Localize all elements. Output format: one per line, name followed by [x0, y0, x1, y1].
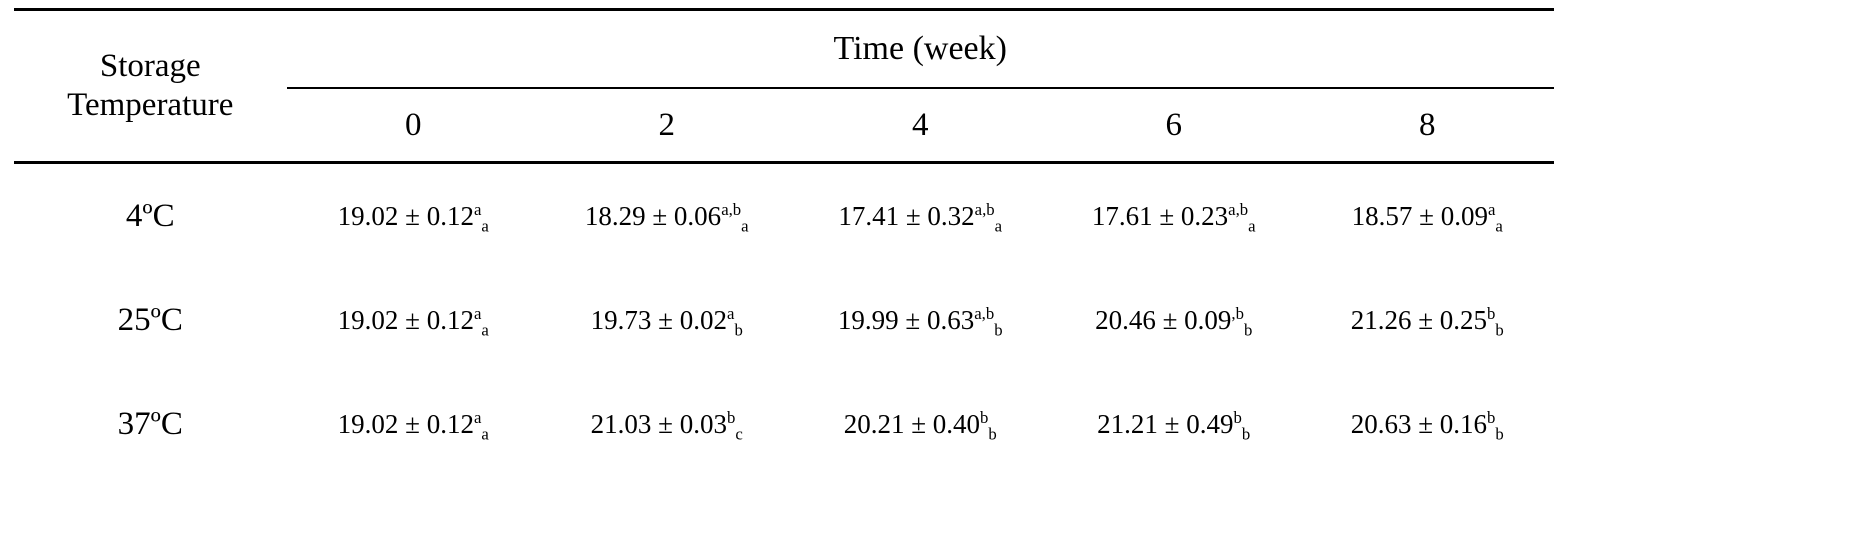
cell-value: 17.61 ± 0.23 [1091, 200, 1229, 231]
table-cell: 19.02 ± 0.12aa [287, 372, 540, 476]
cell-subscript: b [1495, 423, 1504, 443]
table-cell: 19.73 ± 0.02ab [540, 268, 793, 372]
cell-superscript: a [473, 199, 482, 219]
time-column-header-6: 6 [1046, 88, 1301, 164]
table-cell: 19.99 ± 0.63a,bb [793, 268, 1046, 372]
cell-superscript: a,b [974, 303, 995, 323]
cell-value: 19.02 ± 0.12 [337, 408, 474, 439]
cell-value: 19.02 ± 0.12 [337, 304, 474, 335]
cell-superscript: ,b [1231, 303, 1244, 323]
cell-value: 21.21 ± 0.49 [1097, 408, 1234, 439]
table-cell: 20.21 ± 0.40bb [793, 372, 1046, 476]
table-cell: 17.41 ± 0.32a,ba [793, 163, 1046, 269]
cell-value: 21.26 ± 0.25 [1350, 304, 1488, 335]
cell-superscript: b [727, 407, 736, 427]
table-cell: 17.61 ± 0.23a,ba [1047, 163, 1300, 269]
cell-subscript: a [481, 423, 489, 443]
table-cell: 21.26 ± 0.25bb [1300, 268, 1554, 372]
cell-subscript: a [741, 215, 749, 235]
corner-header: Storage Temperature [14, 9, 287, 164]
cell-superscript: a,b [721, 199, 742, 219]
cell-superscript: b [980, 407, 989, 427]
cell-subscript: b [734, 319, 743, 339]
time-column-header-4: 4 [793, 88, 1047, 164]
table-cell: 19.02 ± 0.12aa [287, 268, 540, 372]
table-row-25c: 25ºC 19.02 ± 0.12aa 19.73 ± 0.02ab 19.99… [14, 268, 1554, 372]
corner-header-line1: Storage [99, 48, 201, 85]
storage-stability-table: Storage Temperature Time (week) 0 2 4 6 … [14, 8, 1554, 476]
table-cell: 18.29 ± 0.06a,ba [540, 163, 793, 269]
temperature-label: 37ºC [117, 405, 183, 442]
cell-superscript: a [473, 303, 482, 323]
cell-superscript: b [1487, 303, 1496, 323]
cell-subscript: a [481, 319, 489, 339]
table-cell: 20.63 ± 0.16bb [1300, 372, 1554, 476]
cell-subscript: b [1243, 319, 1253, 339]
table-cell: 19.02 ± 0.12aa [287, 163, 540, 269]
cell-superscript: a,b [974, 199, 995, 219]
cell-subscript: b [1241, 423, 1251, 443]
table-row-37c: 37ºC 19.02 ± 0.12aa 21.03 ± 0.03bc 20.21… [14, 372, 1554, 476]
table-header: Storage Temperature Time (week) 0 2 4 6 … [14, 9, 1554, 164]
time-column-header-0: 0 [286, 88, 540, 164]
temperature-label: 25ºC [117, 301, 183, 338]
cell-subscript: a [481, 215, 489, 235]
time-group-header: Time (week) [286, 9, 1554, 89]
table-cell: 21.21 ± 0.49bb [1047, 372, 1300, 476]
time-columns-row: 0 2 4 6 8 [14, 88, 1554, 164]
header-group-row: Storage Temperature Time (week) [14, 9, 1554, 164]
cell-subscript: a [1248, 215, 1256, 235]
cell-superscript: b [1233, 407, 1242, 427]
cell-value: 20.63 ± 0.16 [1350, 408, 1488, 439]
cell-superscript: a [1487, 199, 1496, 219]
table-cell: 21.03 ± 0.03bc [540, 372, 793, 476]
cell-superscript: b [1487, 407, 1496, 427]
cell-value: 19.99 ± 0.63 [837, 304, 975, 335]
corner-header-line2: Temperature [67, 87, 234, 123]
cell-subscript: b [1495, 319, 1504, 339]
cell-value: 19.02 ± 0.12 [337, 200, 474, 231]
cell-superscript: a [727, 303, 735, 323]
temperature-label: 4ºC [125, 197, 175, 234]
table-body: 4ºC 19.02 ± 0.12aa 18.29 ± 0.06a,ba 17.4… [14, 163, 1554, 477]
cell-superscript: a [473, 407, 482, 427]
cell-superscript: a,b [1228, 199, 1249, 219]
cell-subscript: a [994, 215, 1003, 235]
cell-subscript: a [1495, 215, 1503, 235]
cell-value: 19.73 ± 0.02 [590, 304, 727, 335]
table-cell: 20.46 ± 0.09,bb [1047, 268, 1300, 372]
cell-value: 20.46 ± 0.09 [1095, 304, 1232, 335]
cell-subscript: b [994, 319, 1003, 339]
time-column-header-2: 2 [540, 88, 794, 164]
cell-value: 18.57 ± 0.09 [1351, 200, 1488, 231]
cell-subscript: c [735, 423, 743, 443]
table-cell: 18.57 ± 0.09aa [1300, 163, 1554, 269]
cell-value: 20.21 ± 0.40 [843, 408, 981, 439]
cell-value: 17.41 ± 0.32 [838, 200, 975, 231]
cell-value: 18.29 ± 0.06 [584, 200, 722, 231]
time-column-header-8: 8 [1300, 88, 1554, 164]
cell-value: 21.03 ± 0.03 [590, 408, 727, 439]
table-row-4c: 4ºC 19.02 ± 0.12aa 18.29 ± 0.06a,ba 17.4… [14, 163, 1554, 269]
cell-subscript: b [988, 423, 997, 443]
